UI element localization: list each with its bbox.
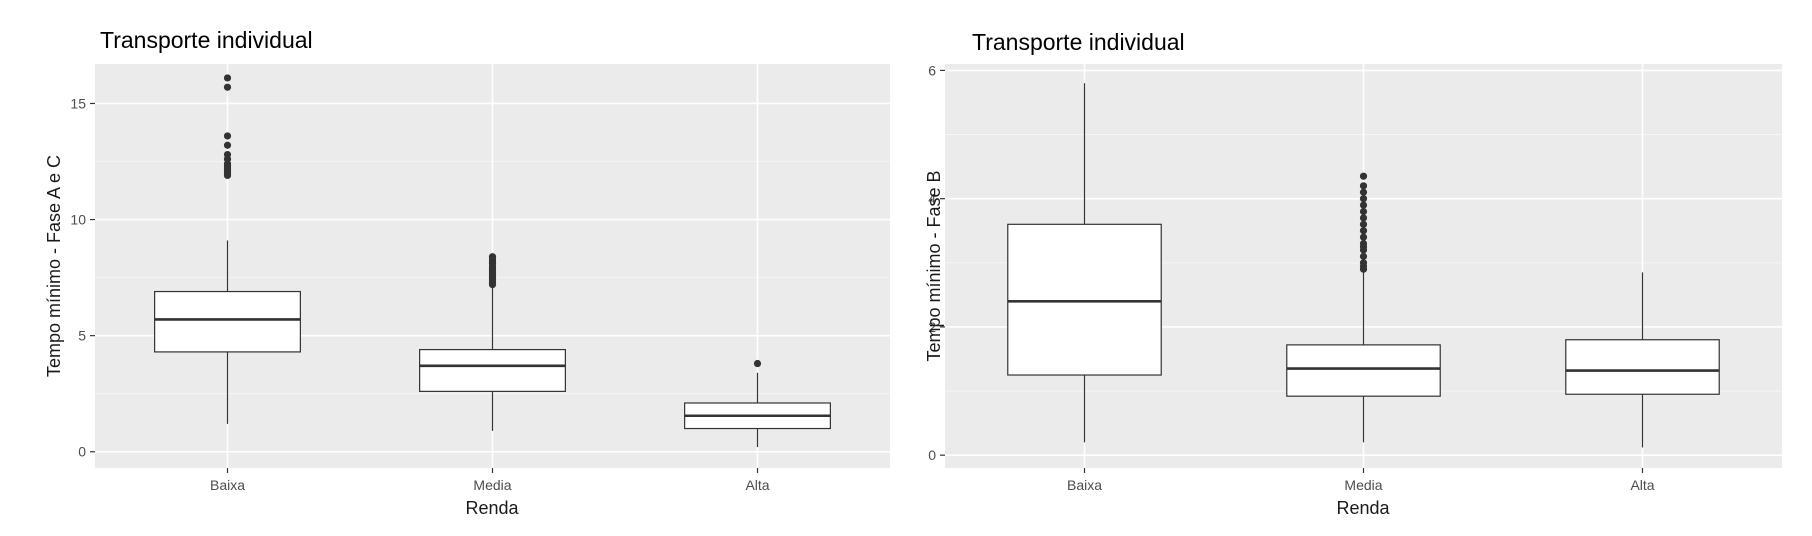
y-tick-label: 10 [70,212,86,228]
outlier-point [1359,239,1368,248]
y-tick-label: 2 [928,319,936,335]
outlier-point [1359,252,1368,260]
box-media [419,253,566,431]
x-tick-label: Media [1344,477,1382,493]
chart-right-title: Transporte individual [972,29,1185,55]
chart-right-x-ticks: Baixa Media Alta [1067,468,1655,493]
box-iqr [1565,339,1720,395]
y-tick-label: 5 [78,328,86,344]
box-iqr [1007,223,1162,376]
chart-right: Transporte individual 0 2 4 6 Baixa Media Alt… [924,29,1782,518]
box-baixa [1007,83,1162,443]
outlier-point [1359,207,1368,216]
chart-left-boxes [154,74,831,448]
x-tick-label: Alta [745,477,769,493]
chart-right-y-ticks: 0 2 4 6 [928,62,945,463]
box-alta [1565,272,1720,448]
chart-right-y-axis-label: Tempo mínimo - Fase B [924,170,944,361]
outlier-point [1359,188,1368,196]
chart-left-x-ticks: Baixa Media Alta [210,468,770,493]
outlier-point [223,83,232,91]
outlier-point [1359,259,1368,267]
outlier-point [223,132,232,140]
outlier-point [1359,201,1368,209]
x-tick-label: Baixa [210,477,245,493]
chart-left: Transporte individual 0 5 10 15 Baixa Media A… [44,27,890,518]
box-iqr [154,290,301,353]
outlier-point [1359,172,1368,180]
outlier-point [1359,195,1368,203]
outlier-point [488,253,497,261]
outlier-point [753,359,762,368]
y-tick-label: 6 [928,62,936,78]
chart-left-x-axis-label: Renda [465,498,519,518]
x-tick-label: Alta [1630,477,1654,493]
box-iqr [1286,344,1441,397]
outlier-point [1359,227,1368,235]
outlier-point [1359,214,1368,222]
chart-left-title: Transporte individual [100,27,313,53]
box-alta [684,359,831,448]
y-tick-label: 4 [928,191,936,207]
y-tick-label: 0 [78,444,86,460]
box-baixa [154,74,301,424]
chart-left-y-axis-label: Tempo mínimo - Fase A e C [44,155,64,377]
chart-right-x-axis-label: Renda [1336,498,1390,518]
x-tick-label: Baixa [1067,477,1102,493]
outlier-point [223,141,232,149]
chart-right-boxes [1007,83,1720,448]
x-tick-label: Media [473,477,511,493]
y-tick-label: 15 [70,95,86,111]
box-media [1286,172,1441,443]
outlier-point [1359,220,1368,228]
box-iqr [419,348,566,392]
chart-left-y-ticks: 0 5 10 15 [70,95,95,460]
outlier-point [1359,233,1368,241]
outlier-point [223,74,232,82]
outlier-point [223,150,232,159]
y-tick-label: 0 [928,447,936,463]
outlier-point [1359,182,1368,190]
